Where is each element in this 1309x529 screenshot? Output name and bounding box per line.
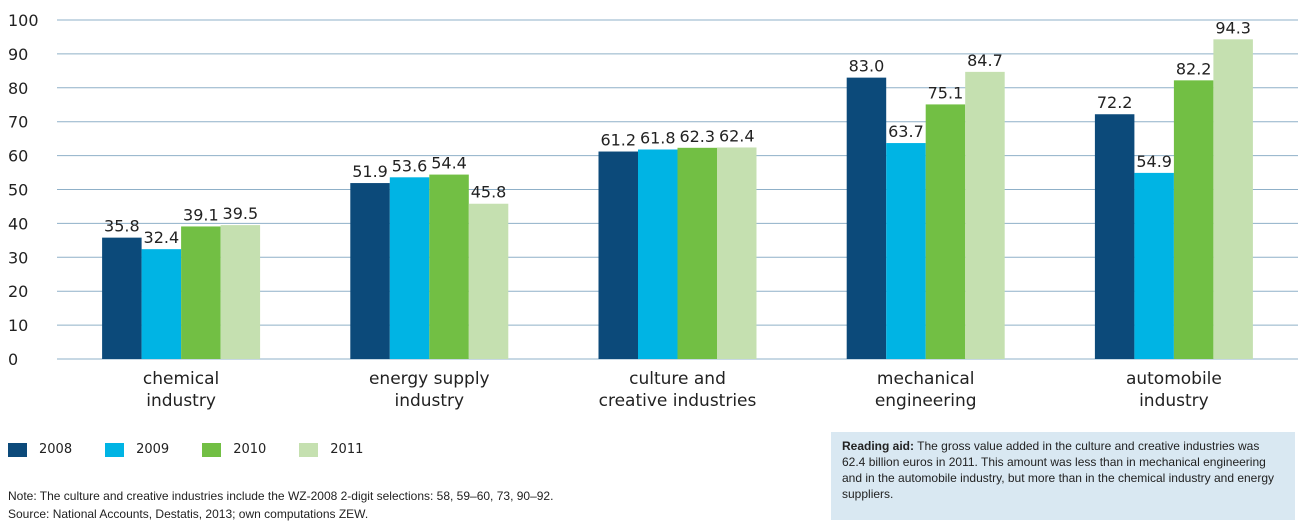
x-category-label: chemical industry xyxy=(143,369,219,411)
legend-swatch xyxy=(202,442,222,457)
data-label: 54.9 xyxy=(1136,152,1172,171)
y-tick-label: 70 xyxy=(8,113,28,132)
x-axis: chemical industry energy supply industry cul… xyxy=(143,369,1222,411)
bar xyxy=(1134,172,1174,359)
data-label: 39.1 xyxy=(183,205,219,224)
bar xyxy=(468,203,509,359)
legend-item: 2009 xyxy=(105,442,169,457)
y-tick-label: 20 xyxy=(8,282,28,301)
legend-item: 2011 xyxy=(299,442,363,457)
data-label: 61.8 xyxy=(640,128,676,147)
notes: Note: The culture and creative industrie… xyxy=(8,487,553,523)
legend-swatch xyxy=(105,442,125,457)
data-label: 32.4 xyxy=(144,228,180,247)
bar xyxy=(717,147,757,359)
legend-item: 2010 xyxy=(202,442,266,457)
data-label: 83.0 xyxy=(849,57,885,76)
x-category-label: mechanical engineering xyxy=(875,369,977,411)
reading-aid-label: Reading aid: xyxy=(842,439,915,453)
data-label: 53.6 xyxy=(392,156,428,175)
legend-swatch xyxy=(8,442,27,457)
note-text: Note: The culture and creative industrie… xyxy=(8,489,554,503)
bar xyxy=(141,249,182,359)
y-tick-label: 0 xyxy=(8,350,18,369)
bar xyxy=(102,237,142,359)
data-label: 72.2 xyxy=(1097,93,1133,112)
bar xyxy=(677,147,717,359)
bar xyxy=(598,151,638,359)
x-category-label: energy supply industry xyxy=(369,369,490,411)
legend-label: 2010 xyxy=(233,442,267,457)
data-labels: 35.832.439.1 39.5 51.9 53.6 54.445.8 61.2 61.8… xyxy=(104,18,1251,247)
data-label: 84.7 xyxy=(967,51,1003,70)
y-tick-label: 40 xyxy=(8,214,28,233)
bar xyxy=(638,149,678,359)
data-label: 54.4 xyxy=(431,154,467,173)
data-label: 39.5 xyxy=(223,204,259,223)
bar xyxy=(886,143,926,359)
data-label: 62.4 xyxy=(719,126,755,145)
x-category-label: culture and creative industries xyxy=(599,369,757,411)
source-text: Source: National Accounts, Destatis, 201… xyxy=(8,507,369,521)
legend: 2008 2009 2010 2011 xyxy=(8,442,396,457)
y-tick-label: 90 xyxy=(8,45,28,64)
data-label: 63.7 xyxy=(888,122,924,141)
y-axis: 0 10 20 30 40 50 60 70 80 90 100 xyxy=(8,11,39,369)
data-label: 75.1 xyxy=(928,83,964,102)
bar xyxy=(350,183,390,359)
bar xyxy=(181,226,221,359)
y-tick-label: 80 xyxy=(8,79,28,98)
y-tick-label: 60 xyxy=(8,147,28,166)
data-label: 61.2 xyxy=(600,131,636,150)
bar xyxy=(965,71,1005,359)
legend-label: 2011 xyxy=(330,442,364,457)
legend-label: 2009 xyxy=(136,442,170,457)
y-tick-label: 30 xyxy=(8,248,28,267)
legend-item: 2008 xyxy=(8,442,72,457)
data-label: 51.9 xyxy=(352,162,388,181)
bars xyxy=(102,39,1253,360)
bar xyxy=(1173,80,1214,359)
bar-chart: 0 10 20 30 40 50 60 70 80 90 100 35.832.439.1 39.5 5… xyxy=(8,11,1298,411)
y-tick-label: 50 xyxy=(8,181,28,200)
reading-aid-box: Reading aid: The gross value added in th… xyxy=(831,432,1295,520)
y-tick-label: 100 xyxy=(8,11,39,30)
data-label: 82.2 xyxy=(1176,59,1212,78)
data-label: 45.8 xyxy=(471,183,507,202)
y-tick-label: 10 xyxy=(8,316,28,335)
legend-label: 2008 xyxy=(39,442,73,457)
x-category-label: automobile industry xyxy=(1126,369,1222,411)
bar xyxy=(1213,39,1253,360)
data-label: 62.3 xyxy=(679,127,715,146)
bar xyxy=(389,177,430,359)
bar xyxy=(925,104,966,359)
reading-aid-text: The gross value added in the culture and… xyxy=(842,439,1275,501)
bar xyxy=(429,174,469,359)
legend-swatch xyxy=(299,442,319,457)
data-label: 35.8 xyxy=(104,217,140,236)
bar xyxy=(220,225,261,359)
bar xyxy=(1094,114,1135,359)
data-label: 94.3 xyxy=(1215,18,1251,37)
bar xyxy=(846,77,887,359)
